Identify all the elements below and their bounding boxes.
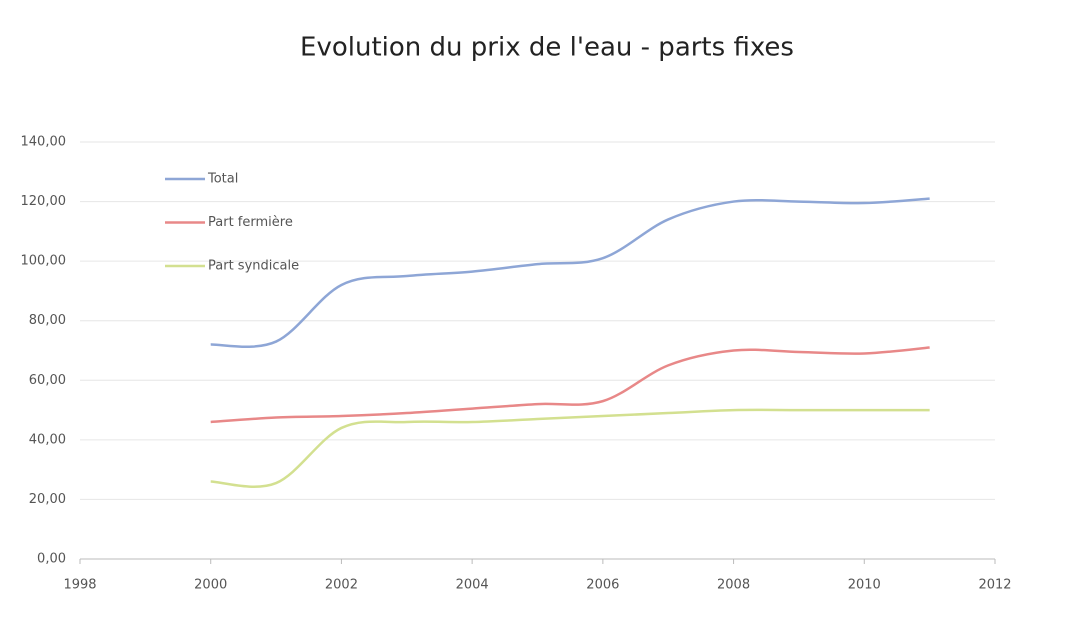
y-tick-label: 100,00 <box>21 254 67 269</box>
y-tick-label: 80,00 <box>29 313 66 328</box>
x-tick-label: 1998 <box>63 578 96 593</box>
x-tick-label: 2000 <box>194 578 227 593</box>
y-tick-label: 20,00 <box>29 492 66 507</box>
series-line <box>210 346 930 424</box>
series-line <box>210 408 930 488</box>
x-tick-label: 2006 <box>586 578 619 593</box>
y-tick-label: 0,00 <box>37 552 66 567</box>
y-tick-label: 60,00 <box>29 373 66 388</box>
legend-label: Part syndicale <box>208 259 299 274</box>
y-tick-label: 40,00 <box>29 432 66 447</box>
x-tick-label: 2004 <box>456 578 489 593</box>
x-tick-label: 2012 <box>978 578 1011 593</box>
x-tick-label: 2010 <box>848 578 881 593</box>
legend-label: Part fermière <box>208 215 293 230</box>
y-tick-label: 120,00 <box>21 194 67 209</box>
x-tick-label: 2008 <box>717 578 750 593</box>
x-tick-label: 2002 <box>325 578 358 593</box>
chart-title: Evolution du prix de l'eau - parts fixes <box>300 33 794 63</box>
legend-label: Total <box>207 172 238 187</box>
series-line <box>210 197 930 348</box>
y-tick-label: 140,00 <box>21 135 67 150</box>
